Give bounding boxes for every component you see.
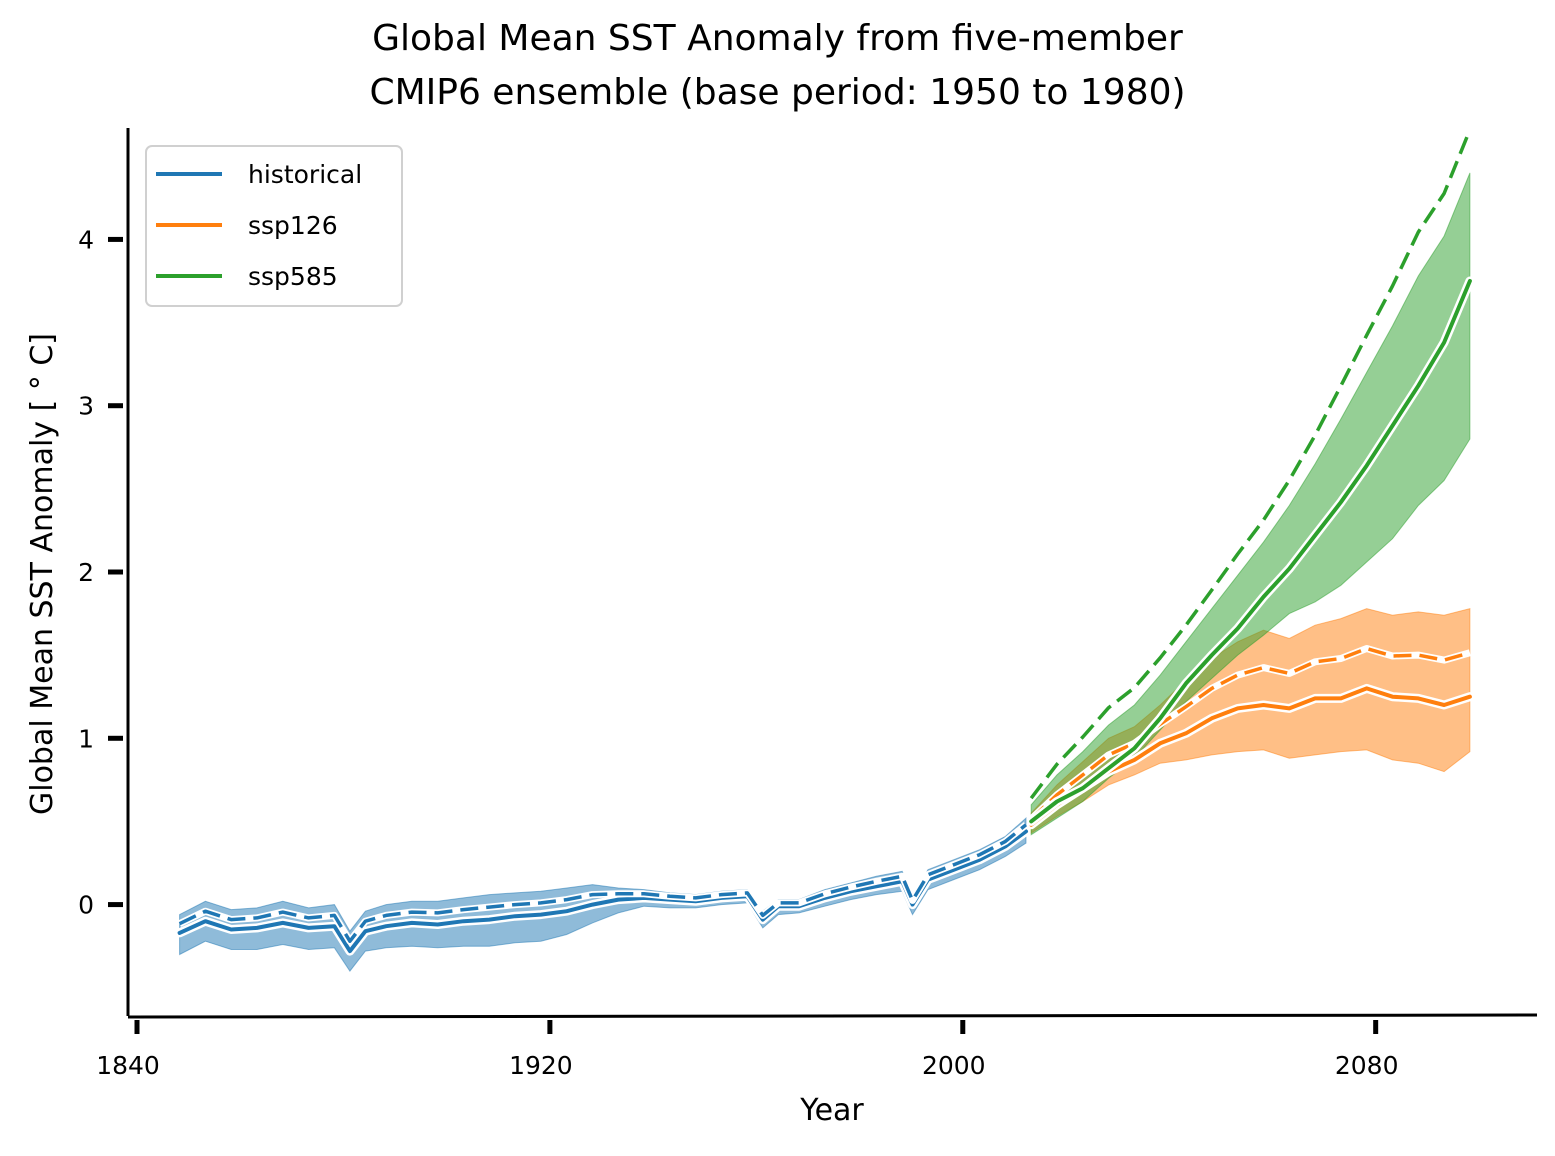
legend-label-ssp585: ssp585 (248, 262, 338, 291)
legend-label-ssp126: ssp126 (248, 211, 338, 240)
y-axis-label: Global Mean SST Anomaly [ ° C] (25, 333, 60, 815)
member-line-historical (178, 823, 1028, 943)
legend-box (145, 145, 403, 307)
x-ticks: 1840 1920 2000 2080 (96, 1020, 1398, 1080)
series-lines (175, 128, 1475, 956)
chart-title-line-2: CMIP6 ensemble (base period: 1950 to 198… (369, 72, 1186, 113)
y-tick-label-0: 0 (78, 891, 94, 920)
legend-label-historical: historical (248, 160, 362, 189)
x-tick-label-1920: 1920 (509, 1051, 573, 1080)
member-line-ssp585 (1029, 129, 1472, 800)
member-line-ssp126 (1030, 646, 1471, 821)
y-tick-label-4: 4 (78, 225, 94, 254)
chart-title-line-1: Global Mean SST Anomaly from five-member (372, 18, 1183, 59)
y-tick-label-3: 3 (78, 392, 94, 421)
band-ssp585 (1030, 172, 1471, 836)
x-axis-label: Year (799, 1093, 864, 1128)
y-tick-label-1: 1 (78, 724, 94, 753)
x-tick-label-2080: 2080 (1335, 1051, 1399, 1080)
x-tick-label-2000: 2000 (922, 1051, 986, 1080)
y-tick-label-2: 2 (78, 558, 94, 587)
line-ssp585 (1029, 279, 1472, 824)
legend: historical ssp126 ssp585 (145, 145, 403, 307)
x-tick-label-1840: 1840 (96, 1051, 160, 1080)
y-ticks: 0 1 2 3 4 (78, 225, 123, 920)
x-axis-spine (127, 1013, 1538, 1019)
axes (126, 128, 1538, 1019)
